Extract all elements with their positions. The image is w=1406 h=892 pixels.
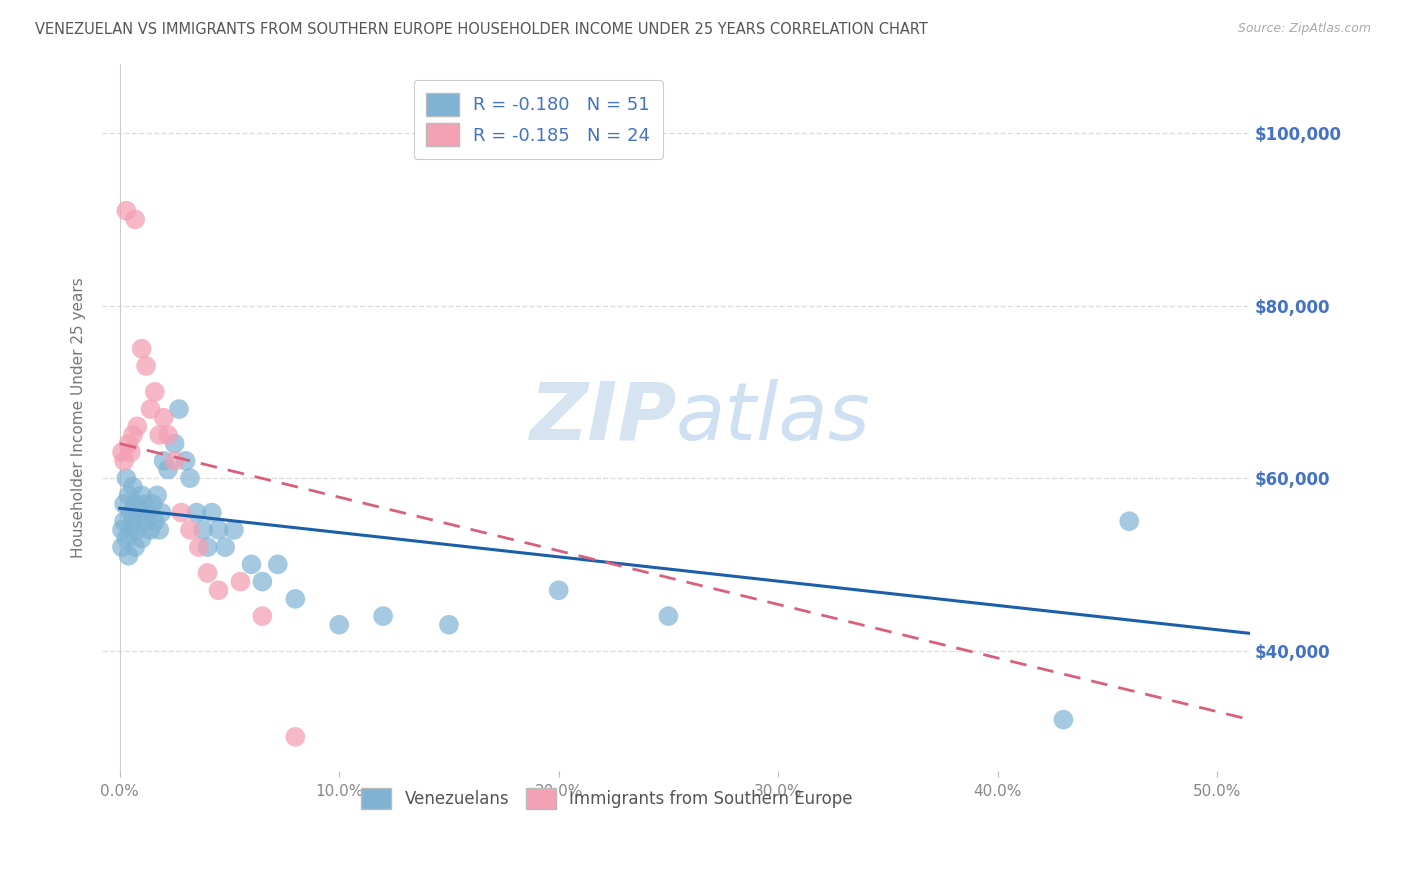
Point xyxy=(131,532,153,546)
Point xyxy=(207,583,229,598)
Point xyxy=(112,454,135,468)
Text: atlas: atlas xyxy=(676,379,870,457)
Point xyxy=(222,523,245,537)
Point xyxy=(163,454,186,468)
Point xyxy=(124,540,146,554)
Point xyxy=(122,480,145,494)
Point xyxy=(146,488,169,502)
Point xyxy=(267,558,290,572)
Point xyxy=(136,506,159,520)
Point xyxy=(197,566,219,580)
Point xyxy=(191,523,214,537)
Point xyxy=(112,514,135,528)
Point xyxy=(115,532,138,546)
Point xyxy=(252,609,274,624)
Point xyxy=(437,617,460,632)
Point xyxy=(152,410,174,425)
Point xyxy=(111,540,134,554)
Point xyxy=(284,730,307,744)
Point xyxy=(179,523,201,537)
Point xyxy=(152,454,174,468)
Point xyxy=(135,514,157,528)
Point xyxy=(131,342,153,356)
Point xyxy=(657,609,679,624)
Point xyxy=(186,506,208,520)
Point xyxy=(207,523,229,537)
Legend: Venezuelans, Immigrants from Southern Europe: Venezuelans, Immigrants from Southern Eu… xyxy=(354,781,859,816)
Text: Source: ZipAtlas.com: Source: ZipAtlas.com xyxy=(1237,22,1371,36)
Point xyxy=(187,540,209,554)
Point xyxy=(111,445,134,459)
Text: ZIP: ZIP xyxy=(529,379,676,457)
Y-axis label: Householder Income Under 25 years: Householder Income Under 25 years xyxy=(72,277,86,558)
Point xyxy=(328,617,350,632)
Point xyxy=(115,471,138,485)
Point xyxy=(547,583,569,598)
Point xyxy=(120,523,142,537)
Point xyxy=(148,428,170,442)
Point xyxy=(148,523,170,537)
Point xyxy=(157,428,180,442)
Point xyxy=(179,471,201,485)
Point xyxy=(120,445,142,459)
Point xyxy=(139,523,162,537)
Point xyxy=(117,549,139,563)
Point xyxy=(214,540,236,554)
Point xyxy=(112,497,135,511)
Point xyxy=(124,497,146,511)
Point xyxy=(135,359,157,373)
Point xyxy=(111,523,134,537)
Point xyxy=(124,212,146,227)
Point xyxy=(143,384,166,399)
Point xyxy=(120,506,142,520)
Point xyxy=(127,419,149,434)
Point xyxy=(197,540,219,554)
Point xyxy=(167,402,190,417)
Point xyxy=(163,436,186,450)
Point xyxy=(150,506,173,520)
Point xyxy=(157,462,180,476)
Point xyxy=(284,591,307,606)
Point xyxy=(132,497,155,511)
Point xyxy=(1118,514,1140,528)
Point xyxy=(143,514,166,528)
Point xyxy=(117,488,139,502)
Point xyxy=(127,523,149,537)
Point xyxy=(1052,713,1074,727)
Point xyxy=(174,454,197,468)
Point xyxy=(240,558,263,572)
Point xyxy=(115,203,138,218)
Point xyxy=(122,514,145,528)
Point xyxy=(229,574,252,589)
Point xyxy=(142,497,165,511)
Point xyxy=(131,488,153,502)
Point xyxy=(122,428,145,442)
Point xyxy=(128,506,150,520)
Point xyxy=(117,436,139,450)
Point xyxy=(170,506,193,520)
Point xyxy=(201,506,224,520)
Point xyxy=(371,609,394,624)
Point xyxy=(139,402,162,417)
Text: VENEZUELAN VS IMMIGRANTS FROM SOUTHERN EUROPE HOUSEHOLDER INCOME UNDER 25 YEARS : VENEZUELAN VS IMMIGRANTS FROM SOUTHERN E… xyxy=(35,22,928,37)
Point xyxy=(252,574,274,589)
